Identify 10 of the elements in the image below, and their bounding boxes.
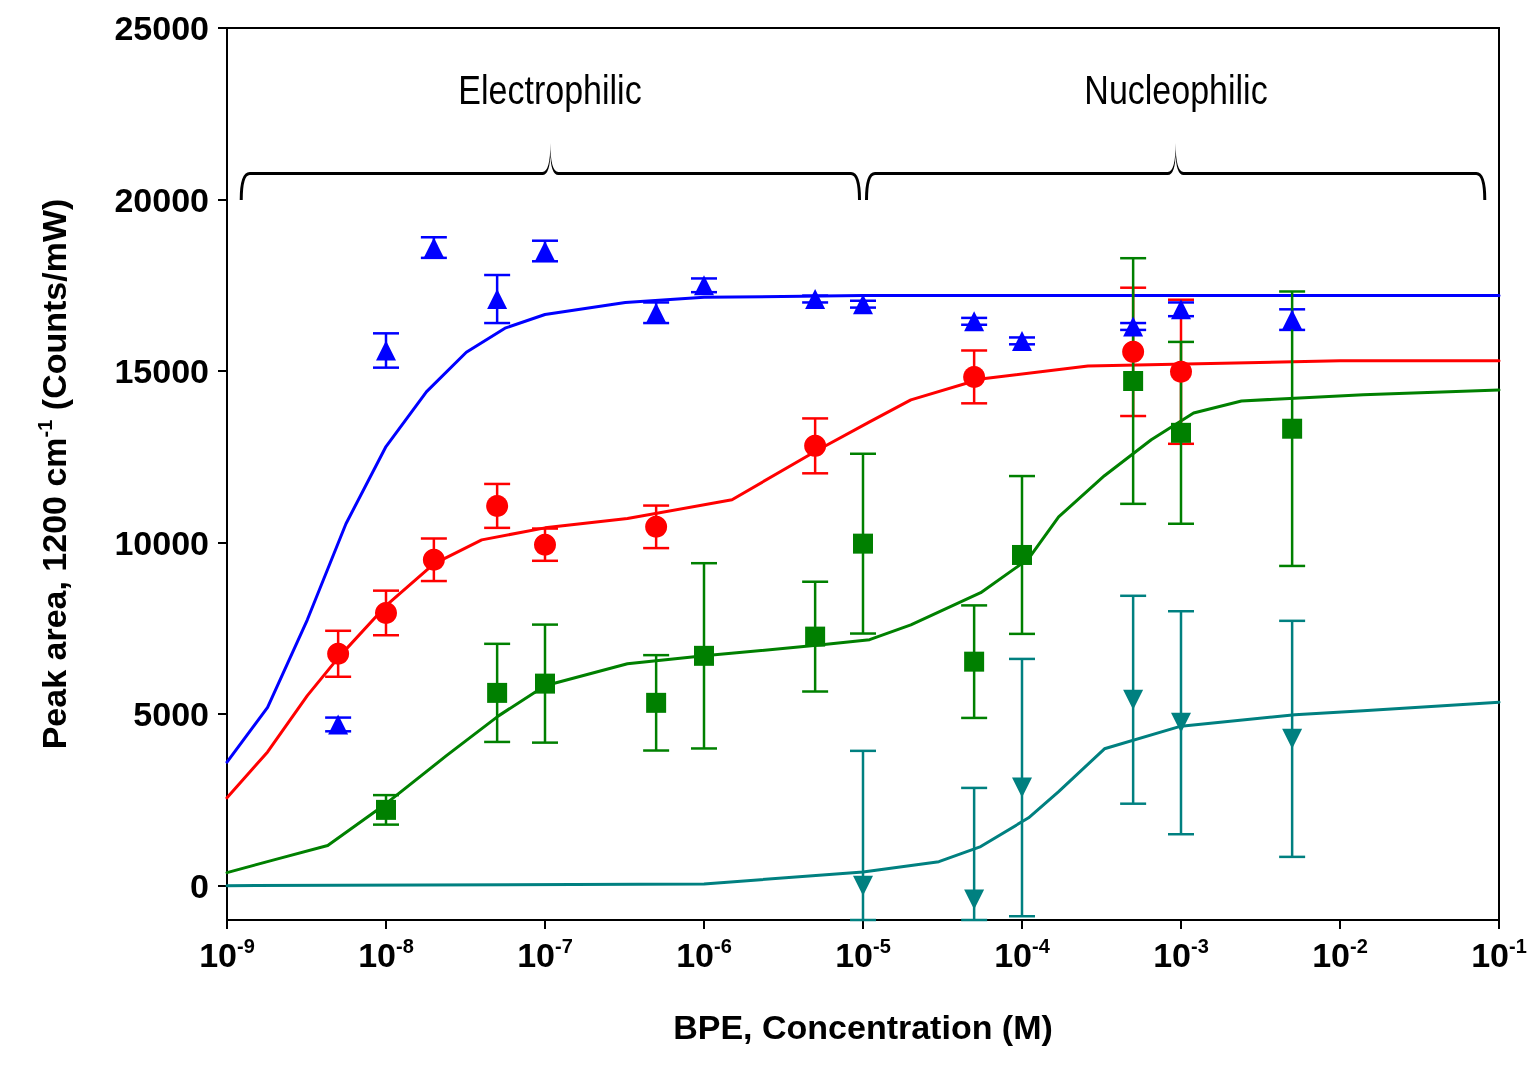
y-tick-label: 20000	[114, 180, 209, 219]
y-tick-label: 5000	[133, 695, 209, 734]
annotation: Electrophilic	[458, 68, 643, 113]
x-axis-title: BPE, Concentration (M)	[673, 1008, 1053, 1046]
y-tick-label: 10000	[114, 523, 209, 562]
y-tick-label: 0	[190, 866, 209, 905]
y-axis-title: Peak area, 1200 cm-1 (Counts/mW)	[34, 198, 73, 750]
y-tick-label: 15000	[114, 352, 209, 391]
y-tick-label: 25000	[114, 9, 209, 47]
annotation: Nucleophilic	[1083, 68, 1268, 113]
